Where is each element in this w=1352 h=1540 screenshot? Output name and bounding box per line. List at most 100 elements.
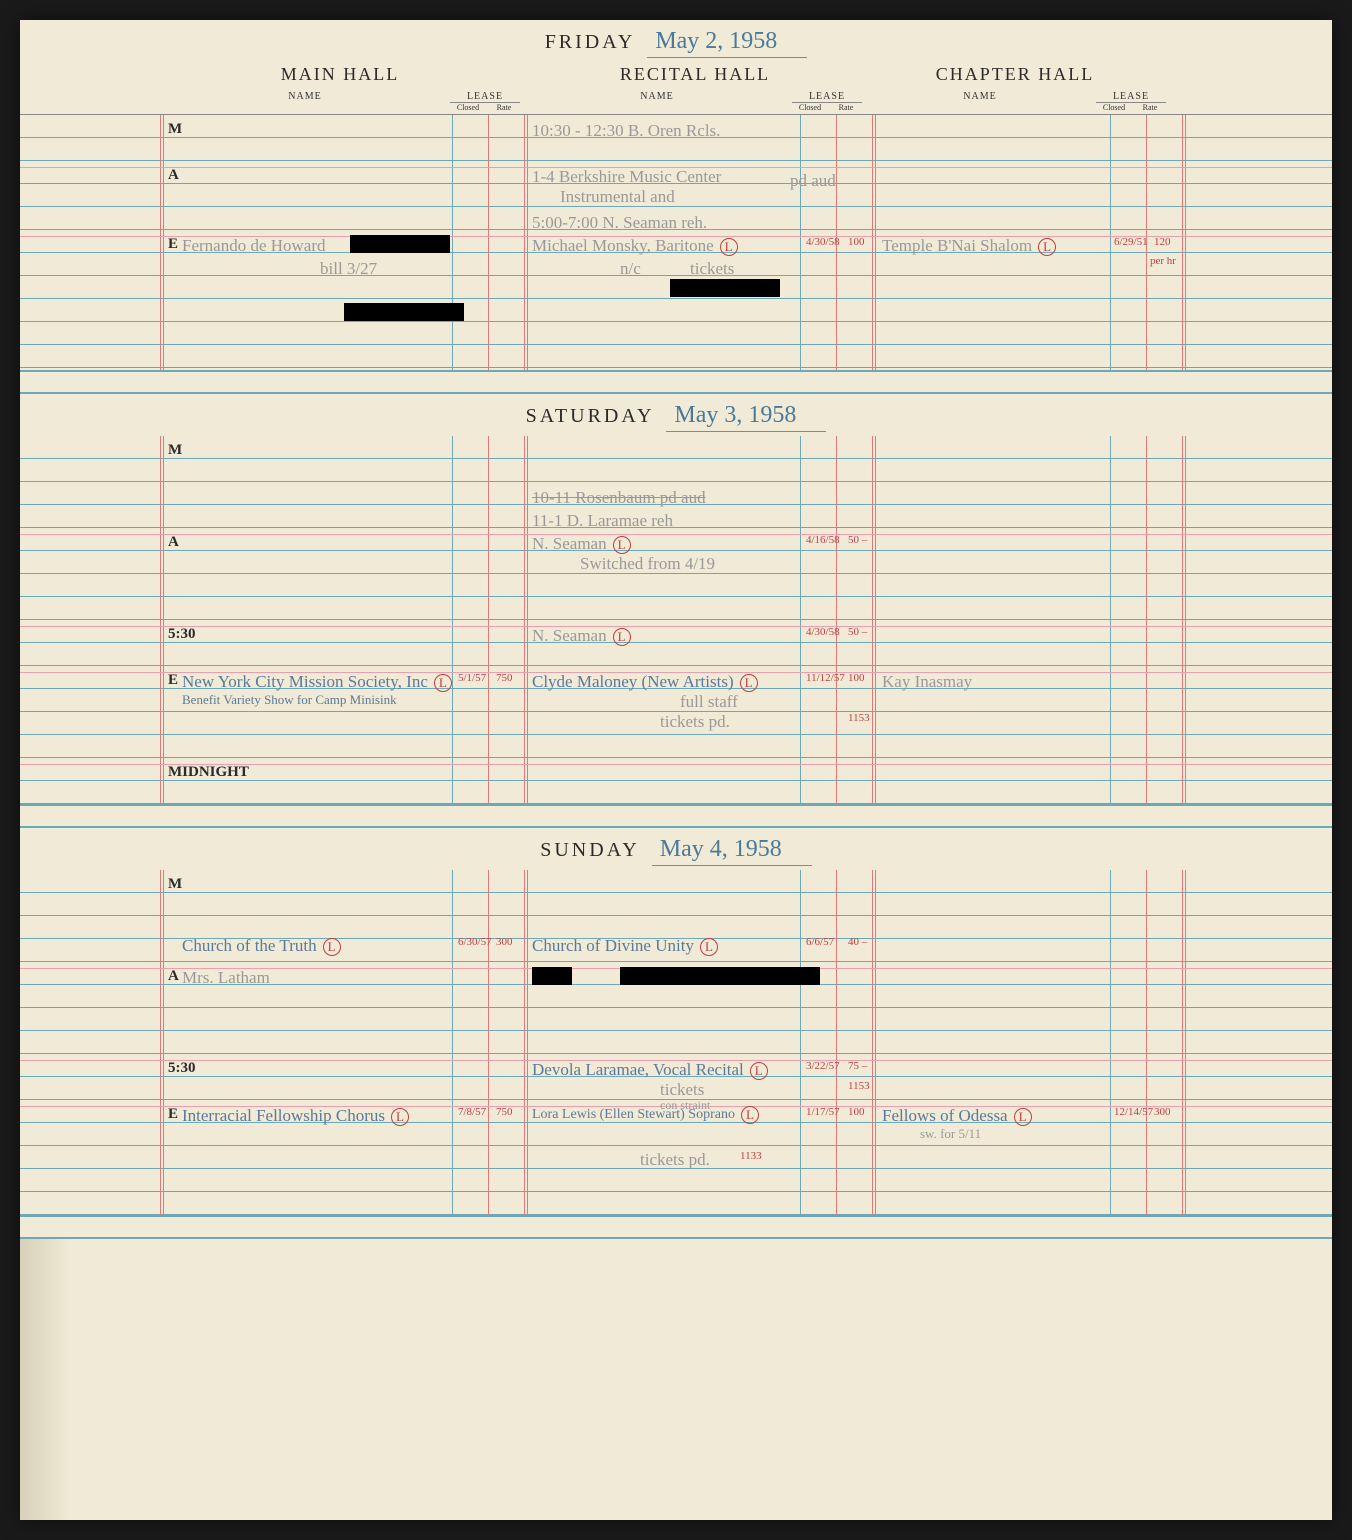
ledger-entry: 100	[848, 236, 865, 248]
day-section: SATURDAYMay 3, 1958MA5:30EMIDNIGHT10-11 …	[20, 394, 1332, 828]
column-rule	[452, 115, 453, 370]
col-header-lease: LEASEClosedRate	[792, 91, 864, 112]
redaction	[350, 235, 450, 253]
ledger-entry: Michael Monsky, BaritoneL	[532, 236, 738, 256]
column-rule	[872, 870, 876, 1215]
ledger-entry: sw. for 5/11	[920, 1126, 981, 1142]
ledger-entry: 4/16/58	[806, 534, 840, 546]
column-rule	[488, 436, 489, 804]
time-slot: A	[168, 968, 179, 985]
column-rule	[1110, 436, 1111, 804]
lease-check-icon: L	[740, 674, 758, 692]
ledger-entry: bill 3/27	[320, 259, 377, 279]
ledger-entry: New York City Mission Society, IncL	[182, 672, 452, 692]
ledger-entry: 6/29/51	[1114, 236, 1148, 248]
column-rule	[524, 115, 528, 370]
ruled-area: MAE10:30 - 12:30 B. Oren Rcls.1-4 Berksh…	[20, 115, 1332, 370]
col-header-lease: LEASEClosedRate	[450, 91, 522, 112]
time-slot: A	[168, 534, 179, 551]
lease-check-icon: L	[613, 628, 631, 646]
column-rule	[836, 436, 837, 804]
column-rule	[160, 436, 164, 804]
ledger-entry: 5:00-7:00 N. Seaman reh.	[532, 213, 707, 233]
lease-check-icon: L	[720, 238, 738, 256]
ledger-entry: 6/30/57	[458, 936, 492, 948]
ledger-entry: tickets pd.	[640, 1150, 710, 1170]
ledger-entry: Mrs. Latham	[182, 968, 270, 988]
ledger-entry: Church of the TruthL	[182, 936, 341, 956]
ledger-entry: full staff	[680, 692, 738, 712]
ledger-entry: 300	[496, 936, 513, 948]
ledger-entry: Lora Lewis (Ellen Stewart) SopranoL	[532, 1106, 759, 1124]
time-slot: E	[168, 672, 178, 689]
column-rule	[1146, 870, 1147, 1215]
column-rule	[160, 115, 164, 370]
time-slot: E	[168, 1106, 178, 1123]
column-rule	[800, 115, 801, 370]
time-slot: M	[168, 442, 182, 459]
ledger-entry: Interracial Fellowship ChorusL	[182, 1106, 409, 1126]
column-rule	[488, 870, 489, 1215]
ledger-entry: N. SeamanL	[532, 534, 631, 554]
ledger-entry: 1/17/57	[806, 1106, 840, 1118]
pink-divider	[20, 626, 1332, 627]
ledger-entry: 4/30/58	[806, 236, 840, 248]
time-slot: M	[168, 121, 182, 138]
day-header: SATURDAY May 3, 1958	[20, 394, 1332, 436]
ledger-entry: 1153	[848, 1080, 870, 1092]
ledger-entry: Switched from 4/19	[580, 554, 715, 574]
lease-check-icon: L	[750, 1062, 768, 1080]
column-rule	[524, 870, 528, 1215]
column-rule	[1182, 870, 1186, 1215]
pink-divider	[20, 534, 1332, 535]
day-date: May 2, 1958	[647, 28, 807, 58]
hall-header-recital: RECITAL HALL	[540, 64, 850, 85]
redaction	[670, 279, 780, 297]
day-date: May 4, 1958	[652, 836, 812, 866]
lease-check-icon: L	[613, 536, 631, 554]
section-divider	[20, 1215, 1332, 1239]
ledger-entry: 5/1/57	[458, 672, 486, 684]
section-divider	[20, 370, 1332, 394]
ledger-entry: Fellows of OdessaL	[882, 1106, 1032, 1126]
ledger-entry: 1153	[848, 712, 870, 724]
ledger-entry: tickets	[690, 259, 734, 279]
redaction	[532, 967, 572, 985]
ledger-entry: 40 –	[848, 936, 867, 948]
column-rule	[1110, 870, 1111, 1215]
lease-check-icon: L	[700, 938, 718, 956]
day-section: FRIDAYMay 2, 1958MAIN HALLRECITAL HALLCH…	[20, 20, 1332, 394]
ledger-entry: 4/30/58	[806, 626, 840, 638]
lease-check-icon: L	[434, 674, 452, 692]
ledger-entry: 120	[1154, 236, 1171, 248]
col-header-lease: LEASEClosedRate	[1096, 91, 1168, 112]
ledger-entry: 3/22/57	[806, 1060, 840, 1072]
col-header-name: NAME	[864, 91, 1096, 112]
time-slot: E	[168, 236, 178, 253]
ledger-entry: 750	[496, 1106, 513, 1118]
column-rule	[452, 870, 453, 1215]
ledger-entry: Clyde Maloney (New Artists)L	[532, 672, 758, 692]
day-label: SATURDAY	[526, 405, 655, 428]
column-rule	[1110, 115, 1111, 370]
ledger-entry: Instrumental and	[560, 187, 675, 207]
column-rule	[1182, 115, 1186, 370]
day-section: SUNDAYMay 4, 1958MA5:30EChurch of the Tr…	[20, 828, 1332, 1239]
ledger-entry: Temple B'Nai ShalomL	[882, 236, 1056, 256]
ledger-entry: per hr	[1150, 255, 1176, 267]
lease-check-icon: L	[323, 938, 341, 956]
column-rule	[800, 870, 801, 1215]
ledger-entry: 50 –	[848, 626, 867, 638]
ledger-entry: 11-1 D. Laramae reh	[532, 511, 673, 531]
day-date: May 3, 1958	[666, 402, 826, 432]
column-rule	[1182, 436, 1186, 804]
ledger-entry: 10:30 - 12:30 B. Oren Rcls.	[532, 121, 720, 141]
ruled-area: MA5:30EChurch of the TruthL6/30/57300Chu…	[20, 870, 1332, 1215]
ledger-entry: 1133	[740, 1150, 762, 1162]
ledger-entry: tickets pd.	[660, 712, 730, 732]
column-rule	[872, 436, 876, 804]
ledger-entry: 6/6/57	[806, 936, 834, 948]
ledger-entry: 300	[1154, 1106, 1171, 1118]
ledger-entry: 75 –	[848, 1060, 867, 1072]
column-rule	[872, 115, 876, 370]
